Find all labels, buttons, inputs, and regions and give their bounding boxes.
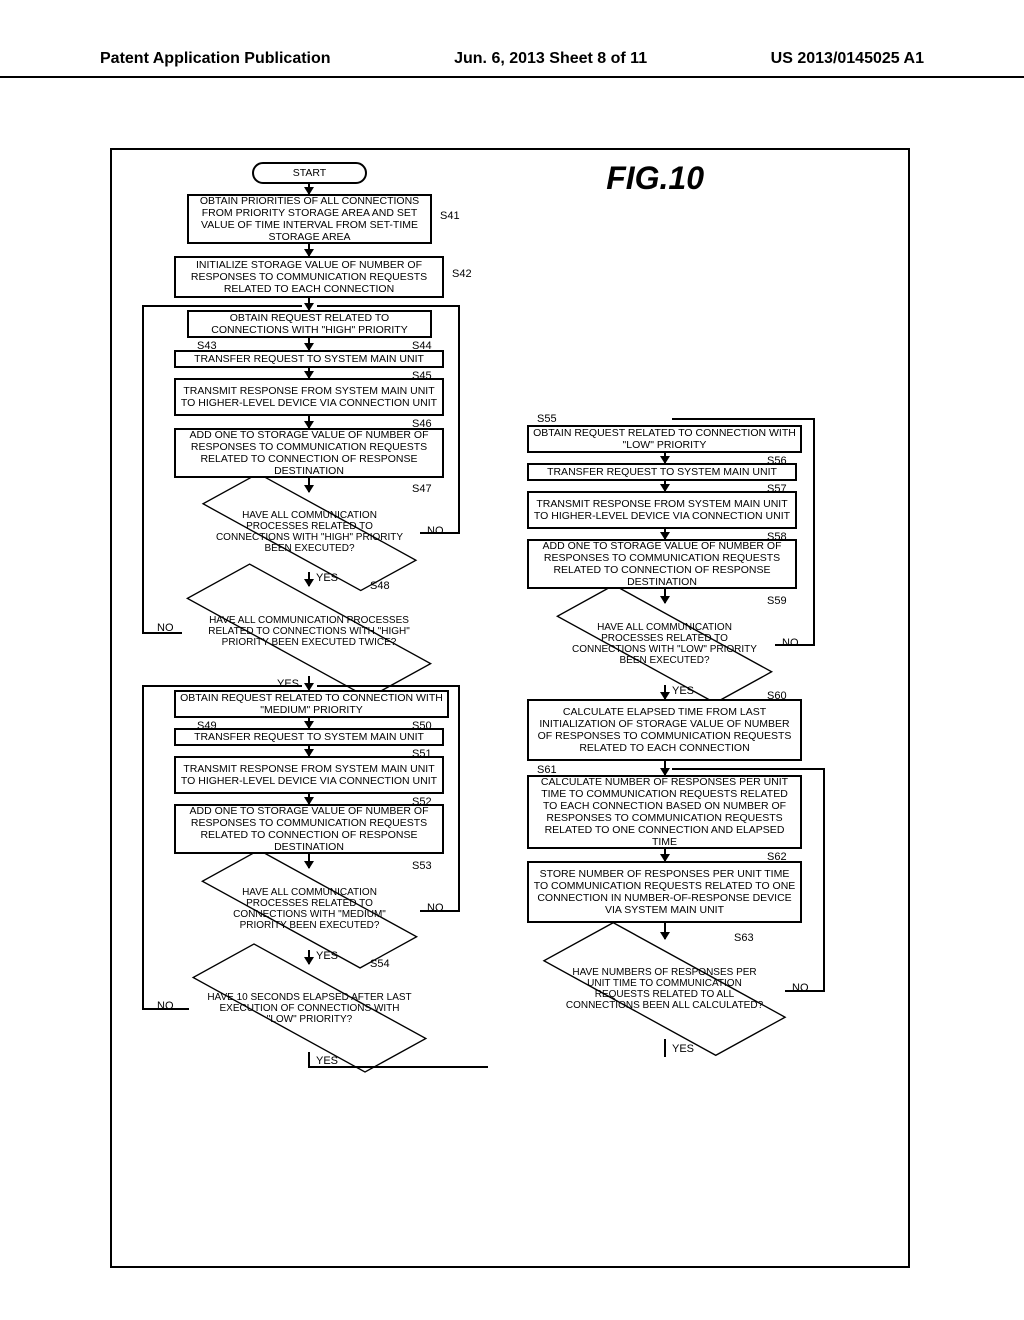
line xyxy=(420,910,460,912)
arrow xyxy=(664,849,666,861)
arrow xyxy=(308,676,310,690)
line xyxy=(142,632,182,634)
label-no: NO xyxy=(782,637,799,649)
step-s58: ADD ONE TO STORAGE VALUE OF NUMBER OF RE… xyxy=(527,539,797,589)
arrow xyxy=(308,478,310,492)
step-s52: ADD ONE TO STORAGE VALUE OF NUMBER OF RE… xyxy=(174,804,444,854)
line xyxy=(823,768,825,992)
arrow xyxy=(664,923,666,939)
arrow xyxy=(664,589,666,603)
line xyxy=(317,685,460,687)
line xyxy=(420,532,460,534)
step-s42: INITIALIZE STORAGE VALUE OF NUMBER OF RE… xyxy=(174,256,444,298)
step-s61: CALCULATE NUMBER OF RESPONSES PER UNIT T… xyxy=(527,775,802,849)
arrow xyxy=(308,338,310,350)
line xyxy=(142,305,302,307)
line xyxy=(785,990,825,992)
arrow xyxy=(664,481,666,491)
step-s57: TRANSMIT RESPONSE FROM SYSTEM MAIN UNIT … xyxy=(527,491,797,529)
step-s51: TRANSMIT RESPONSE FROM SYSTEM MAIN UNIT … xyxy=(174,756,444,794)
step-s60: CALCULATE ELAPSED TIME FROM LAST INITIAL… xyxy=(527,699,802,761)
line xyxy=(308,1052,310,1066)
page-header: Patent Application Publication Jun. 6, 2… xyxy=(0,50,1024,78)
step-s46: ADD ONE TO STORAGE VALUE OF NUMBER OF RE… xyxy=(174,428,444,478)
decision-s54: HAVE 10 SECONDS ELAPSED AFTER LAST EXECU… xyxy=(187,964,432,1052)
arrow xyxy=(664,453,666,463)
step-s45: TRANSMIT RESPONSE FROM SYSTEM MAIN UNIT … xyxy=(174,378,444,416)
step-s41: OBTAIN PRIORITIES OF ALL CONNECTIONS FRO… xyxy=(187,194,432,244)
arrow xyxy=(308,244,310,256)
line xyxy=(142,1008,189,1010)
flowchart: START OBTAIN PRIORITIES OF ALL CONNECTIO… xyxy=(110,148,910,1268)
step-s56: TRANSFER REQUEST TO SYSTEM MAIN UNIT xyxy=(527,463,797,481)
header-center: Jun. 6, 2013 Sheet 8 of 11 xyxy=(454,50,647,68)
arrow xyxy=(308,746,310,756)
arrow xyxy=(664,761,666,775)
label-yes: YES xyxy=(672,685,694,697)
line xyxy=(672,768,825,770)
decision-s48: HAVE ALL COMMUNICATION PROCESSES RELATED… xyxy=(180,586,438,676)
arrow xyxy=(664,529,666,539)
arrow xyxy=(308,572,310,586)
label-yes: YES xyxy=(316,950,338,962)
label-no: NO xyxy=(792,982,809,994)
arrow xyxy=(308,854,310,868)
step-s49: OBTAIN REQUEST RELATED TO CONNECTION WIT… xyxy=(174,690,449,718)
label-yes: YES xyxy=(277,678,299,690)
line xyxy=(317,305,460,307)
step-s43: OBTAIN REQUEST RELATED TO CONNECTIONS WI… xyxy=(187,310,432,338)
label-no: NO xyxy=(157,1000,174,1012)
line xyxy=(142,685,302,687)
line xyxy=(672,418,815,420)
decision-s53: HAVE ALL COMMUNICATION PROCESSES RELATED… xyxy=(197,868,422,950)
arrow xyxy=(308,184,310,194)
label-yes: YES xyxy=(672,1043,694,1055)
line xyxy=(458,305,460,534)
header-right: US 2013/0145025 A1 xyxy=(771,50,924,68)
header-left: Patent Application Publication xyxy=(100,50,331,68)
decision-s59: HAVE ALL COMMUNICATION PROCESSES RELATED… xyxy=(552,603,777,685)
arrow xyxy=(664,685,666,699)
line xyxy=(142,685,144,1010)
arrow xyxy=(308,718,310,728)
decision-s47: HAVE ALL COMMUNICATION PROCESSES RELATED… xyxy=(197,492,422,572)
arrow xyxy=(308,368,310,378)
decision-s63: HAVE NUMBERS OF RESPONSES PER UNIT TIME … xyxy=(542,939,787,1039)
line xyxy=(775,644,815,646)
line xyxy=(813,418,815,646)
label-s42: S42 xyxy=(452,268,472,280)
step-s55: OBTAIN REQUEST RELATED TO CONNECTION WIT… xyxy=(527,425,802,453)
line xyxy=(142,305,144,634)
step-s44: TRANSFER REQUEST TO SYSTEM MAIN UNIT xyxy=(174,350,444,368)
arrow xyxy=(308,416,310,428)
line xyxy=(308,1066,488,1068)
label-s44: S44 xyxy=(412,340,432,352)
label-no: NO xyxy=(427,902,444,914)
start-terminal: START xyxy=(252,162,367,184)
arrow xyxy=(308,950,310,964)
label-no: NO xyxy=(427,525,444,537)
line xyxy=(664,1039,666,1057)
step-s62: STORE NUMBER OF RESPONSES PER UNIT TIME … xyxy=(527,861,802,923)
step-s50: TRANSFER REQUEST TO SYSTEM MAIN UNIT xyxy=(174,728,444,746)
label-s55: S55 xyxy=(537,413,557,425)
line xyxy=(458,685,460,912)
arrow xyxy=(308,298,310,310)
label-s41: S41 xyxy=(440,210,460,222)
arrow xyxy=(308,794,310,804)
label-yes: YES xyxy=(316,572,338,584)
